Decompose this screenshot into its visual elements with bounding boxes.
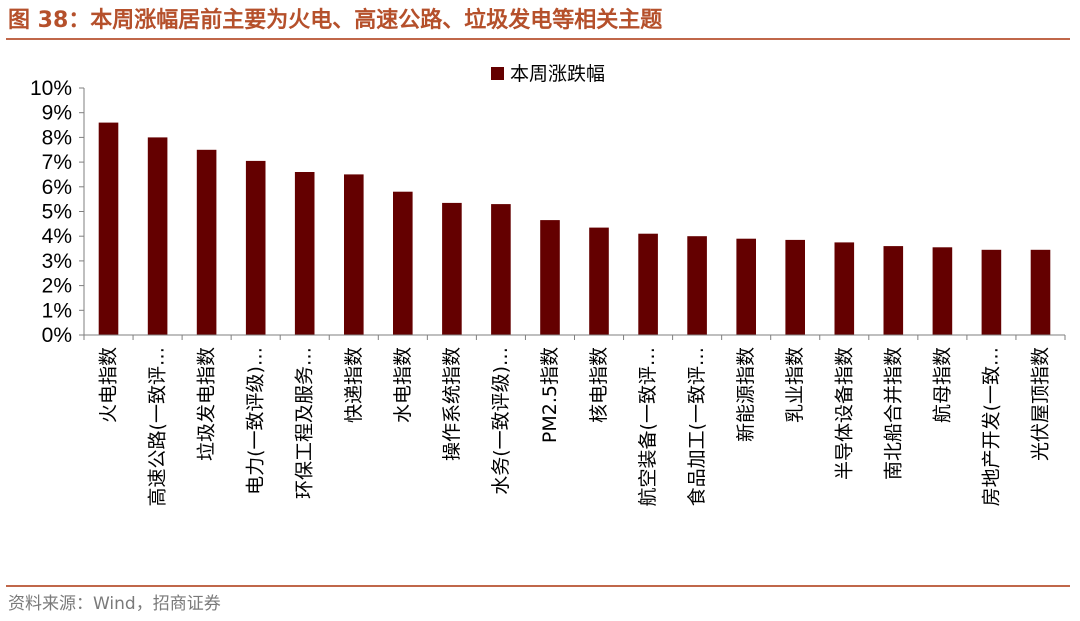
x-tick-label: 新能源指数 bbox=[735, 347, 757, 442]
source-rule bbox=[6, 585, 1070, 587]
bar bbox=[1030, 249, 1051, 335]
figure-title: 图 38：本周涨幅居前主要为火电、高速公路、垃圾发电等相关主题 bbox=[8, 8, 663, 33]
bar bbox=[147, 137, 168, 335]
bar bbox=[393, 191, 413, 335]
bar bbox=[932, 247, 953, 335]
bar bbox=[98, 122, 119, 335]
x-tick-label: 电力(一致评级)… bbox=[245, 347, 267, 495]
source-note: 资料来源：Wind，招商证券 bbox=[8, 594, 221, 614]
bar bbox=[589, 227, 609, 335]
x-tick-label: 水务(一致评级)… bbox=[490, 347, 512, 495]
bar bbox=[883, 246, 904, 335]
legend-swatch bbox=[491, 67, 504, 80]
x-tick-label: 南北船合并指数 bbox=[882, 347, 904, 480]
bar bbox=[540, 220, 560, 335]
y-tick-label: 1% bbox=[42, 299, 72, 322]
x-tick-label: 房地产开发(一致… bbox=[980, 347, 1002, 506]
y-tick-label: 0% bbox=[42, 324, 72, 347]
bar bbox=[981, 249, 1002, 335]
y-tick-label: 10% bbox=[30, 77, 72, 100]
x-tick-label: PM2.5指数 bbox=[539, 347, 561, 443]
bar bbox=[442, 202, 462, 335]
x-tick-label: 半导体设备指数 bbox=[833, 347, 855, 480]
x-tick-label: 核电指数 bbox=[588, 347, 610, 423]
y-tick-label: 2% bbox=[42, 275, 72, 298]
y-tick-label: 3% bbox=[42, 250, 72, 273]
x-tick-label: 高速公路(一致评… bbox=[147, 347, 169, 506]
bar bbox=[736, 238, 756, 335]
bar bbox=[638, 233, 658, 335]
y-tick-label: 8% bbox=[42, 126, 72, 149]
y-tick-label: 7% bbox=[42, 151, 72, 174]
title-rule bbox=[6, 38, 1070, 40]
x-tick-label: 快递指数 bbox=[343, 347, 365, 423]
x-tick-label: 垃圾发电指数 bbox=[196, 347, 218, 461]
x-tick-label: 水电指数 bbox=[392, 347, 414, 423]
x-tick-label: 环保工程及服务… bbox=[294, 347, 316, 499]
bar bbox=[491, 204, 511, 335]
bar bbox=[785, 239, 805, 335]
bar-chart: 0%1%2%3%4%5%6%7%8%9%10% 火电指数 高速公路(一致评… 垃圾发… bbox=[30, 63, 1066, 506]
x-tick-label: 操作系统指数 bbox=[441, 347, 463, 461]
bar bbox=[344, 174, 364, 335]
bar-series bbox=[98, 122, 1051, 336]
y-tick-label: 4% bbox=[42, 225, 72, 248]
x-tick-label: 火电指数 bbox=[98, 347, 120, 423]
bar bbox=[294, 172, 315, 335]
y-axis: 0%1%2%3%4%5%6%7%8%9%10% bbox=[30, 77, 85, 347]
y-tick-label: 5% bbox=[42, 201, 72, 224]
bar bbox=[245, 160, 266, 335]
bar bbox=[196, 149, 217, 336]
bar bbox=[834, 242, 855, 335]
x-tick-label: 乳业指数 bbox=[784, 347, 806, 423]
y-tick-label: 6% bbox=[42, 176, 72, 199]
legend: 本周涨跌幅 bbox=[491, 63, 605, 85]
x-tick-label: 食品加工(一致评… bbox=[686, 347, 708, 506]
x-axis: 火电指数 高速公路(一致评… 垃圾发电指数 电力(一致评级)… 环保工程及服务… 快递指数… bbox=[83, 334, 1066, 506]
x-tick-label: 航母指数 bbox=[931, 347, 953, 423]
legend-label: 本周涨跌幅 bbox=[510, 63, 605, 85]
y-tick-label: 9% bbox=[42, 102, 72, 125]
bar bbox=[687, 236, 707, 335]
x-tick-label: 航空装备(一致评… bbox=[637, 347, 659, 506]
x-tick-label: 光伏屋顶指数 bbox=[1030, 347, 1052, 461]
